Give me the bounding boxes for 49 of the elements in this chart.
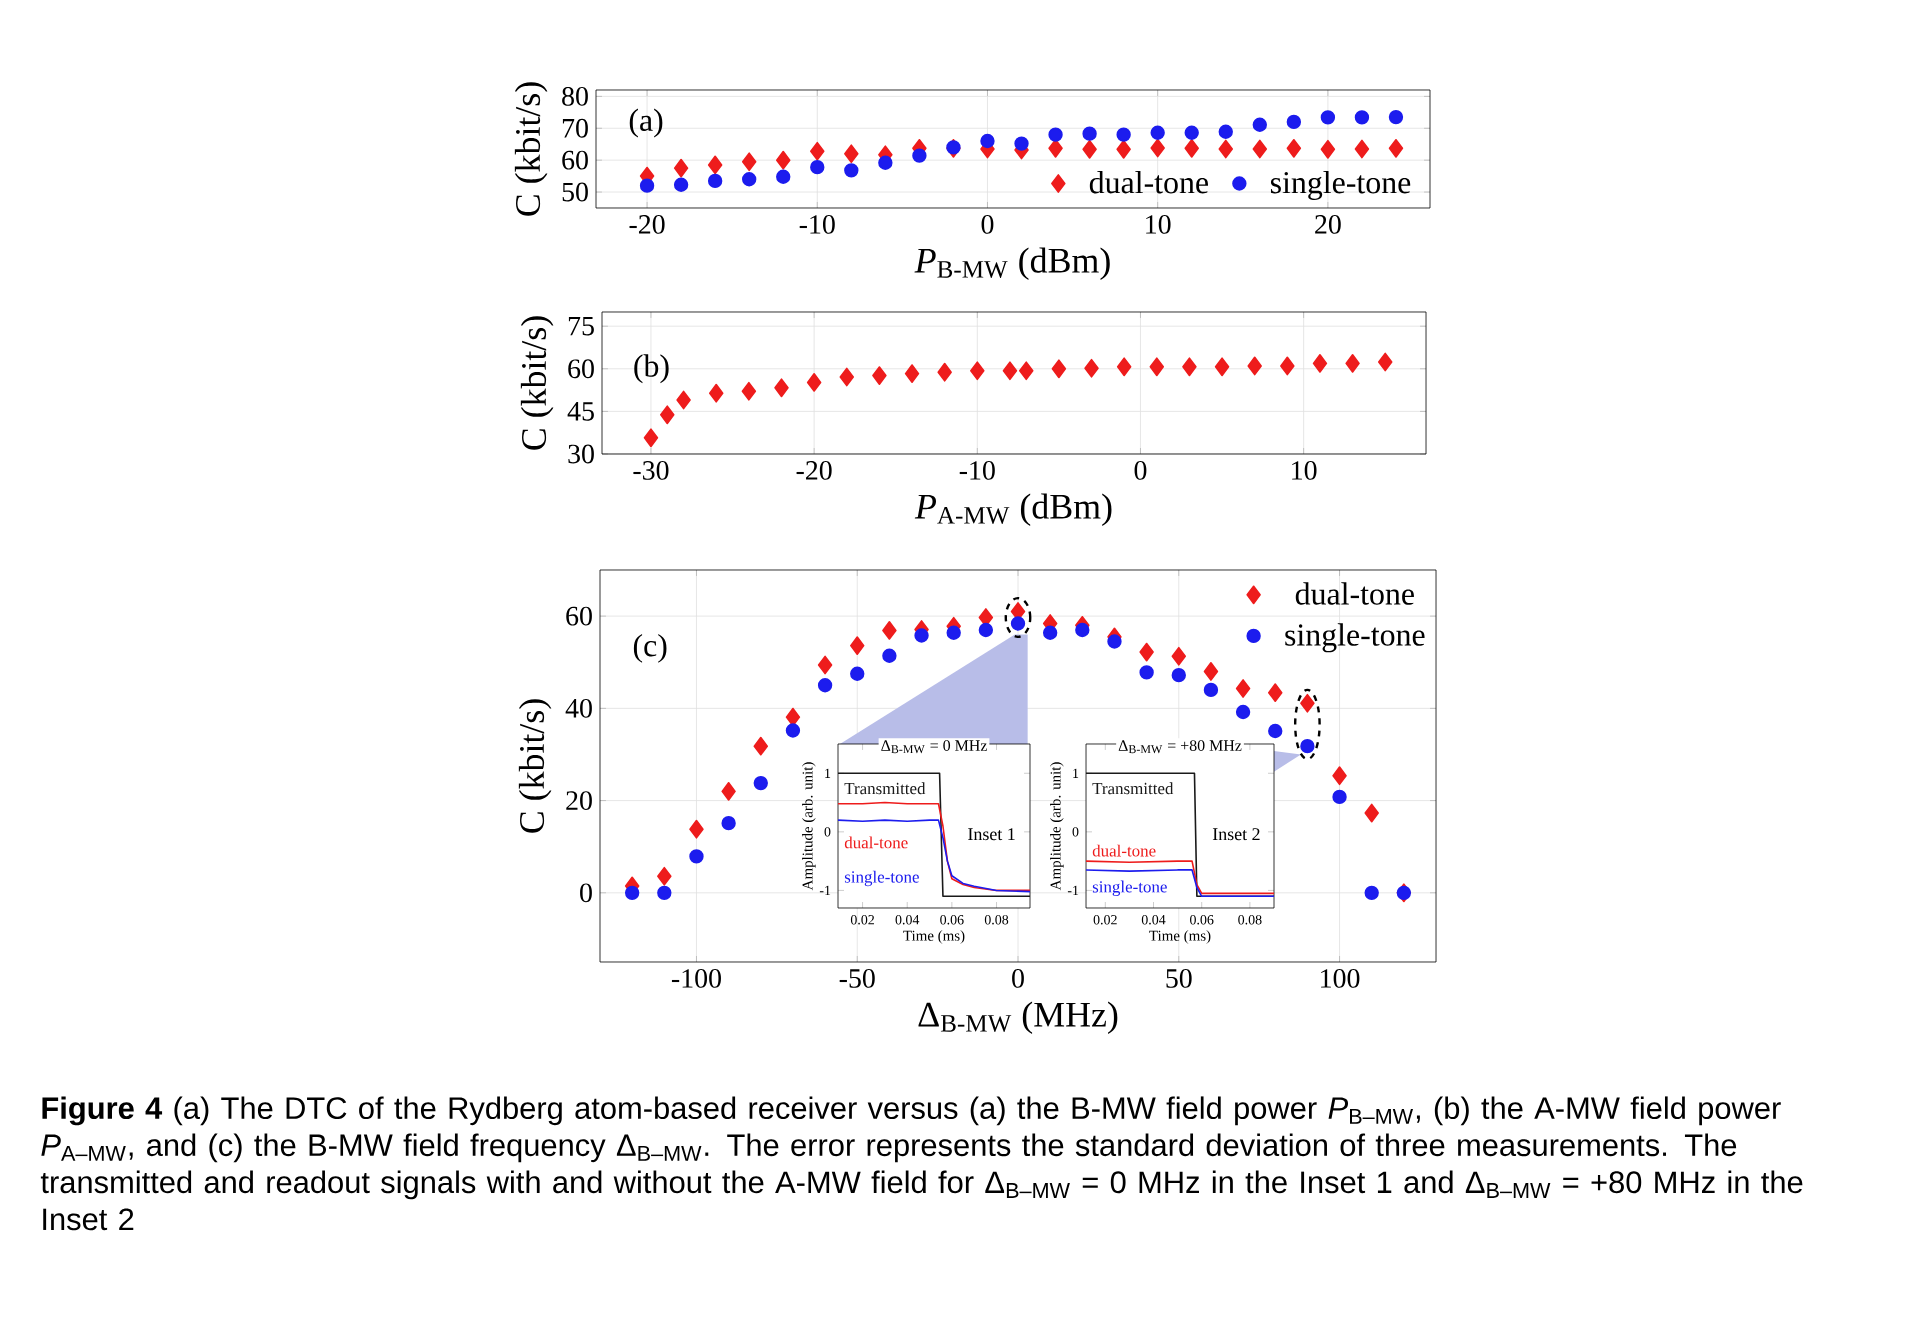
y-axis-title: C (kbit/s) <box>514 82 548 216</box>
y-tick-label: 50 <box>562 182 588 202</box>
y-tick-label: 45 <box>567 402 594 421</box>
annotation: Inset 1 <box>968 828 1015 841</box>
annotation: (a) <box>629 108 663 138</box>
y-tick-label: 0 <box>580 883 592 903</box>
y-tick-label: 30 <box>568 444 594 464</box>
series-label: Transmitted <box>844 782 926 795</box>
y-axis-title: C (kbit/s) <box>520 316 554 450</box>
annotation: (c) <box>633 633 667 663</box>
y-tick-label: 20 <box>566 791 592 811</box>
series-label: dual-tone <box>844 836 908 849</box>
y-tick-label: 40 <box>565 698 592 718</box>
x-tick-label: -50 <box>839 969 875 988</box>
x-axis-title: P$_{A-MW}$ (dBm) <box>914 493 1112 527</box>
series-label: single-tone <box>1092 880 1167 897</box>
x-tick-label: 0 <box>1134 461 1147 480</box>
x-tick-label: 0 <box>1012 969 1024 988</box>
x-tick-label: -10 <box>799 215 835 234</box>
series-label: Transmitted <box>1092 782 1174 795</box>
annotation: Inset 2 <box>1212 828 1260 841</box>
x-tick-label: -10 <box>959 461 995 480</box>
x-tick-label: 10 <box>1146 215 1171 234</box>
legend-label: single-tone <box>1270 170 1411 200</box>
y-axis-title: C (kbit/s) <box>518 699 552 833</box>
x-tick-label: 100 <box>1321 969 1360 988</box>
series-label: single-tone <box>844 870 919 887</box>
legend-label: dual-tone <box>1295 582 1414 605</box>
legend-label: dual-tone <box>1089 170 1208 194</box>
x-tick-label: -20 <box>796 461 832 480</box>
x-tick-label: 20 <box>1315 215 1341 234</box>
y-tick-label: 80 <box>562 86 588 106</box>
text: Figure 4 (a) The DTC of the Rydberg atom-based receiver versus (a) the B-MW field power P$_{B–MW}$, (b) the A-MW field power P$_{A–MW}$, and (c) the B-MW field frequency Δ$_{B–MW}$. The error represents the standard deviation of three measurements. The transmitted and readout signals with and without the A-MW field for Δ$_{B–MW}$ = 0 MHz in the Inset 1 and Δ$_{B–MW}$ = +80 MHz in the Inset 2 <box>40 1096 1803 1231</box>
annotation: (b) <box>634 354 669 384</box>
x-tick-label: -100 <box>671 969 721 988</box>
y-tick-label: 75 <box>568 316 594 336</box>
x-tick-label: -30 <box>633 461 669 480</box>
x-tick-label: 0 <box>981 215 994 234</box>
x-tick-label: 10 <box>1292 461 1317 480</box>
x-axis-title: P$_{B-MW}$ (dBm) <box>914 247 1110 281</box>
legend-label: single-tone <box>1285 623 1425 653</box>
x-axis-title: Δ$_{B-MW}$ (MHz) <box>918 1001 1118 1035</box>
series-label: dual-tone <box>1092 844 1156 857</box>
y-tick-label: 60 <box>566 606 592 626</box>
x-tick-label: -20 <box>629 215 665 234</box>
y-tick-label: 70 <box>562 118 588 138</box>
x-tick-label: 50 <box>1166 969 1192 988</box>
y-tick-label: 60 <box>562 150 588 170</box>
y-tick-label: 60 <box>568 359 594 379</box>
